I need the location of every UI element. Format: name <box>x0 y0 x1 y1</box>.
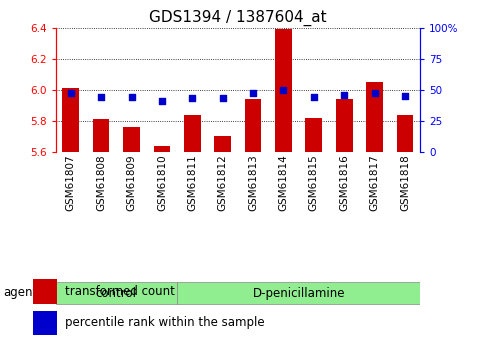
Text: control: control <box>96 287 137 300</box>
Bar <box>33 310 57 335</box>
Text: D-penicillamine: D-penicillamine <box>253 287 345 300</box>
Bar <box>336 99 353 152</box>
Point <box>341 92 348 97</box>
Bar <box>154 146 170 152</box>
Bar <box>366 82 383 152</box>
Point <box>158 98 166 104</box>
Bar <box>33 279 57 304</box>
Point <box>188 96 196 101</box>
Text: agent: agent <box>3 286 37 298</box>
Bar <box>245 99 261 152</box>
Bar <box>93 119 110 152</box>
FancyBboxPatch shape <box>177 282 420 304</box>
Point <box>371 91 379 96</box>
Point <box>249 91 257 96</box>
Text: percentile rank within the sample: percentile rank within the sample <box>66 316 265 329</box>
Point <box>280 87 287 92</box>
Bar <box>184 115 200 152</box>
Bar <box>62 88 79 152</box>
Bar <box>123 127 140 152</box>
FancyBboxPatch shape <box>56 282 177 304</box>
Bar <box>214 136 231 152</box>
Point <box>219 96 227 101</box>
Point <box>67 91 74 96</box>
FancyArrow shape <box>34 287 50 300</box>
Bar <box>397 115 413 152</box>
Bar <box>305 118 322 152</box>
Text: transformed count: transformed count <box>66 285 175 298</box>
Point <box>310 95 318 100</box>
Point <box>97 95 105 100</box>
Point <box>128 95 135 100</box>
Title: GDS1394 / 1387604_at: GDS1394 / 1387604_at <box>149 10 327 26</box>
Point <box>401 93 409 99</box>
Bar <box>275 29 292 152</box>
